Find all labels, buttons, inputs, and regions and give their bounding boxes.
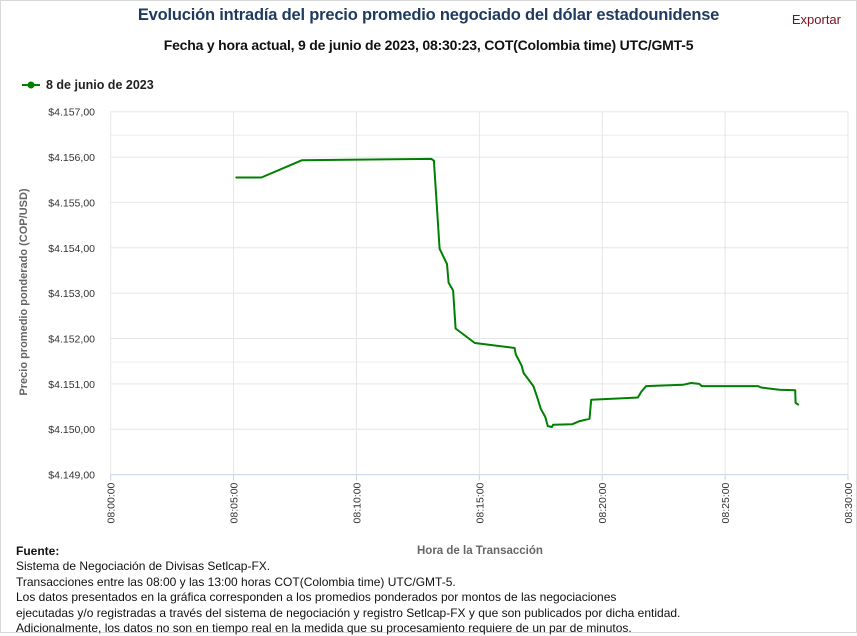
data-point	[794, 389, 796, 392]
x-tick-label: 08:00:00	[106, 482, 118, 523]
x-tick-label: 08:15:00	[474, 482, 486, 523]
y-tick-label: $4.156,00	[48, 152, 95, 164]
data-point	[682, 383, 684, 386]
line-chart: $4.157,00 $4.156,00 $4.155,00 $4.154,00 $4.1…	[18, 107, 855, 524]
data-point	[551, 426, 553, 428]
data-point	[760, 386, 762, 389]
data-point	[797, 403, 800, 406]
data-point	[571, 423, 574, 426]
data-point	[588, 418, 591, 420]
data-point	[690, 382, 692, 384]
data-point	[454, 327, 457, 330]
data-point	[452, 289, 454, 292]
legend-label: 8 de junio de 2023	[46, 78, 154, 92]
x-tick-label: 08:05:00	[229, 482, 241, 523]
data-point	[645, 385, 647, 387]
footer-line: Transacciones entre las 08:00 y las 13:0…	[16, 574, 456, 589]
y-tick-label: $4.152,00	[48, 334, 95, 346]
data-point	[544, 416, 547, 418]
data-point	[536, 396, 538, 398]
y-tick-label: $4.154,00	[48, 243, 95, 255]
x-tick-label: 08:25:00	[720, 482, 732, 523]
x-tick-label: 08:20:00	[597, 482, 609, 523]
data-point	[446, 263, 448, 265]
data-point	[430, 158, 433, 160]
y-tick-label: $4.149,00	[48, 470, 95, 482]
y-tick-label: $4.153,00	[48, 288, 95, 300]
y-axis-label: Precio promedio ponderado (COP/USD)	[18, 188, 30, 396]
data-point	[700, 385, 703, 387]
data-point	[794, 402, 797, 404]
footer-notes: Fuente: Sistema de Negociación de Divisa…	[16, 544, 680, 636]
chart-title: Evolución intradía del precio promedio n…	[137, 6, 720, 24]
data-point	[590, 398, 592, 401]
data-point	[301, 159, 303, 162]
chart-subtitle: Fecha y hora actual, 9 de junio de 2023,…	[163, 37, 694, 53]
y-tick-label: $4.151,00	[48, 379, 95, 391]
y-tick-label: $4.157,00	[48, 107, 95, 119]
y-tick-label: $4.155,00	[48, 197, 95, 209]
y-tick-label: $4.150,00	[48, 424, 95, 436]
footer-line: ejecutadas y/o registradas a través del …	[16, 605, 681, 620]
footer-line: Sistema de Negociación de Divisas Setlca…	[16, 559, 271, 574]
x-tick-label: 08:30:00	[843, 482, 855, 523]
data-point	[757, 385, 759, 387]
data-point	[532, 385, 535, 387]
data-point	[546, 425, 549, 427]
data-point	[552, 423, 554, 426]
data-point	[539, 408, 542, 410]
footer-line: Los datos presentados en la gráfica corr…	[16, 590, 617, 605]
data-point	[513, 347, 516, 349]
data-point	[778, 388, 780, 391]
data-point	[447, 281, 450, 284]
x-axis-label: Hora de la Transacción	[417, 545, 543, 557]
data-point	[640, 391, 642, 393]
data-point	[474, 342, 476, 344]
data-point	[438, 247, 441, 250]
data-point	[235, 176, 237, 179]
export-link[interactable]: Exportar	[791, 12, 841, 27]
legend-item[interactable]: 8 de junio de 2023	[22, 78, 154, 92]
footer-line: Adicionalmente, los datos no son en tiem…	[16, 621, 632, 636]
data-point	[433, 159, 435, 162]
x-tick-label: 08:10:00	[351, 482, 363, 523]
data-point	[520, 364, 523, 367]
data-point	[578, 420, 581, 422]
data-point	[515, 353, 517, 356]
footer-heading: Fuente:	[16, 544, 60, 558]
data-point	[522, 372, 525, 374]
data-point	[637, 396, 639, 399]
legend-marker-icon	[22, 81, 40, 89]
data-point	[260, 176, 263, 179]
data-point	[698, 383, 701, 385]
